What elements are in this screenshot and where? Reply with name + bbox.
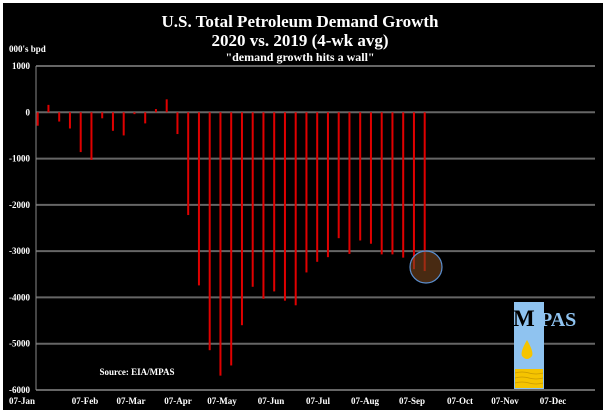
- x-tick-label: 07-Jul: [306, 396, 331, 406]
- bar: [251, 112, 254, 287]
- x-tick-label: 07-Feb: [72, 396, 99, 406]
- bar: [283, 112, 286, 301]
- x-tick-label: 07-Jun: [258, 396, 285, 406]
- bar: [208, 112, 211, 351]
- x-tick-label: 07-Aug: [351, 396, 380, 406]
- source-note: Source: EIA/MPAS: [100, 367, 175, 377]
- logo-letter-m: M: [513, 306, 535, 331]
- bar: [133, 112, 136, 115]
- bar: [326, 112, 329, 258]
- y-tick-label: 0: [26, 107, 31, 117]
- chart-title: U.S. Total Petroleum Demand Growth: [161, 12, 439, 31]
- bar: [337, 112, 340, 239]
- y-tick-label: -3000: [9, 246, 30, 256]
- bar: [380, 112, 383, 255]
- bar: [111, 112, 114, 131]
- logo-letters-pas: PAS: [540, 309, 576, 331]
- bar: [359, 112, 362, 241]
- bar: [197, 112, 200, 286]
- x-tick-label: 07-Nov: [491, 396, 519, 406]
- x-tick-label: 07-Dec: [540, 396, 567, 406]
- chart-tagline: "demand growth hits a wall": [225, 50, 374, 64]
- bar: [144, 112, 147, 124]
- y-tick-label: -1000: [9, 154, 30, 164]
- oil-drop-icon: [521, 340, 533, 359]
- bar: [369, 112, 372, 244]
- bar: [240, 112, 243, 326]
- bar: [122, 112, 125, 136]
- x-tick-label: 07-Mar: [117, 396, 146, 406]
- bar: [165, 99, 168, 113]
- bar: [230, 112, 233, 366]
- bar: [316, 112, 319, 262]
- bar: [273, 112, 276, 292]
- y-tick-label: -6000: [9, 385, 30, 395]
- bar: [402, 112, 405, 258]
- x-tick-label: 07-Oct: [447, 396, 473, 406]
- bar: [176, 112, 179, 135]
- bar: [36, 112, 39, 126]
- y-tick-label: -5000: [9, 339, 30, 349]
- y-tick-label: 1000: [12, 61, 31, 71]
- x-tick-label: 07-Jan: [9, 396, 35, 406]
- mpas-logo: M PAS: [513, 302, 576, 389]
- y-tick-label: -2000: [9, 200, 30, 210]
- bar: [101, 112, 104, 119]
- chart-background: [3, 3, 603, 410]
- x-tick-label: 07-Sep: [399, 396, 425, 406]
- bar: [219, 112, 222, 376]
- bar: [305, 112, 308, 273]
- bar: [423, 112, 426, 272]
- bar: [187, 112, 190, 216]
- bar: [68, 112, 71, 129]
- bar: [391, 112, 394, 255]
- x-tick-label: 07-Apr: [164, 396, 192, 406]
- bar: [90, 112, 93, 160]
- bar: [294, 112, 297, 306]
- bar: [262, 112, 265, 299]
- y-tick-label: -4000: [9, 292, 30, 302]
- bar: [154, 109, 157, 113]
- bar: [58, 112, 61, 122]
- highlight-circle: [409, 250, 443, 284]
- bar: [47, 104, 50, 113]
- x-tick-label: 07-May: [207, 396, 237, 406]
- y-axis-label: 000's bpd: [9, 44, 46, 54]
- bar: [79, 112, 82, 153]
- bar: [412, 112, 415, 270]
- bar: [348, 112, 351, 254]
- chart-subtitle: 2020 vs. 2019 (4-wk avg): [211, 31, 388, 50]
